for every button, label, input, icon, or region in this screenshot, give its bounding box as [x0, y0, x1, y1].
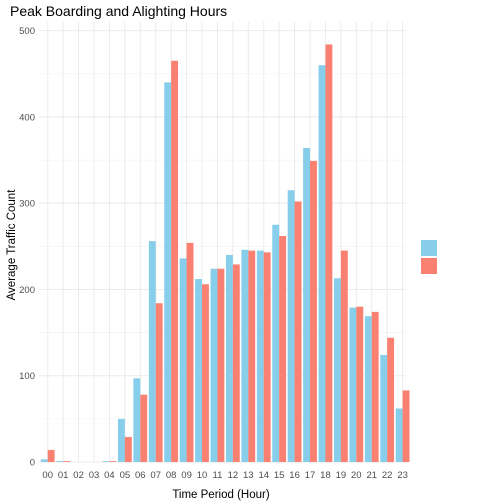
bar-series2-17 [310, 160, 317, 462]
bar-series2-05 [124, 436, 132, 462]
x-tick-label: 03 [89, 470, 100, 481]
bar-series1-17 [303, 147, 311, 462]
bar-series2-01 [63, 461, 71, 462]
bar-series1-09 [179, 258, 187, 462]
bars-group [40, 44, 410, 463]
bar-series2-09 [186, 242, 194, 462]
x-tick-label: 17 [305, 470, 316, 481]
bar-series2-16 [294, 201, 302, 462]
bar-series1-21 [364, 316, 372, 462]
legend [421, 240, 437, 274]
bar-series1-05 [117, 418, 125, 462]
x-tick-label: 23 [397, 470, 408, 481]
x-tick-label: 22 [382, 470, 393, 481]
x-tick-label: 07 [150, 470, 161, 481]
x-tick-label: 16 [289, 470, 300, 481]
bar-series2-12 [232, 264, 240, 462]
x-tick-label: 18 [320, 470, 331, 481]
bar-series1-04 [102, 461, 110, 462]
x-tick-label: 14 [258, 470, 269, 481]
bar-series1-14 [256, 250, 264, 462]
x-tick-label: 15 [274, 470, 285, 481]
x-tick-label: 11 [213, 470, 223, 481]
bar-series2-23 [402, 390, 410, 462]
bar-series2-00 [47, 449, 55, 462]
legend-key-2 [421, 258, 437, 274]
bar-series1-16 [287, 190, 295, 462]
bar-series1-15 [272, 224, 280, 462]
bar-series1-10 [195, 279, 203, 462]
bar-series2-06 [140, 394, 148, 462]
bar-series2-08 [171, 60, 179, 463]
y-tick-label: 100 [19, 371, 35, 382]
y-tick-label: 200 [19, 285, 35, 296]
x-tick-label: 13 [243, 470, 254, 481]
x-tick-label: 05 [120, 470, 131, 481]
bar-series1-23 [395, 408, 403, 462]
bar-series2-13 [248, 250, 256, 462]
bar-series2-11 [217, 268, 225, 462]
x-tick-labels: 00 01 02 03 04 05 06 07 08 09 10 11 12 13 14 15 16 17 18 19… [42, 470, 407, 481]
bar-series1-08 [164, 82, 172, 463]
bar-series1-19 [333, 278, 341, 462]
bar-series2-14 [263, 252, 271, 462]
x-tick-label: 20 [351, 470, 362, 481]
bar-series2-18 [325, 44, 333, 463]
bar-series2-07 [155, 303, 163, 462]
x-tick-label: 02 [73, 470, 84, 481]
x-tick-label: 19 [336, 470, 347, 481]
bar-series1-12 [225, 254, 233, 462]
bar-series1-20 [349, 307, 357, 462]
bar-series1-13 [241, 249, 249, 462]
bar-series2-04 [109, 461, 117, 462]
chart-title: Peak Boarding and Alighting Hours [10, 3, 227, 19]
x-tick-label: 21 [366, 470, 377, 481]
y-tick-label: 300 [19, 199, 35, 210]
x-tick-label: 08 [166, 470, 177, 481]
bar-series2-10 [202, 284, 209, 462]
bar-series1-07 [148, 241, 156, 462]
bar-series2-15 [279, 235, 287, 462]
x-tick-label: 06 [135, 470, 146, 481]
bar-series1-11 [210, 268, 218, 462]
x-tick-label: 09 [181, 470, 192, 481]
bar-series1-01 [56, 461, 64, 462]
x-tick-label: 04 [104, 470, 115, 481]
bar-series2-22 [387, 337, 395, 462]
y-tick-label: 400 [19, 112, 35, 123]
y-tick-label: 0 [30, 458, 35, 469]
x-tick-label: 00 [42, 470, 53, 481]
y-tick-labels: 0 100 200 300 400 500 [19, 26, 35, 468]
bar-series1-06 [133, 378, 141, 462]
y-axis-title: Average Traffic Count [6, 189, 18, 301]
x-tick-label: 12 [228, 470, 239, 481]
x-tick-label: 01 [58, 470, 69, 481]
legend-key-1 [421, 240, 437, 256]
bar-series2-20 [356, 306, 364, 462]
bar-series2-19 [340, 250, 348, 462]
bar-series1-00 [40, 459, 48, 462]
y-tick-label: 500 [19, 26, 35, 37]
bar-series1-22 [380, 355, 388, 462]
x-tick-label: 10 [197, 470, 208, 481]
bar-series1-18 [318, 65, 326, 462]
x-axis-title: Time Period (Hour) [172, 489, 270, 501]
bar-series2-21 [371, 311, 379, 462]
